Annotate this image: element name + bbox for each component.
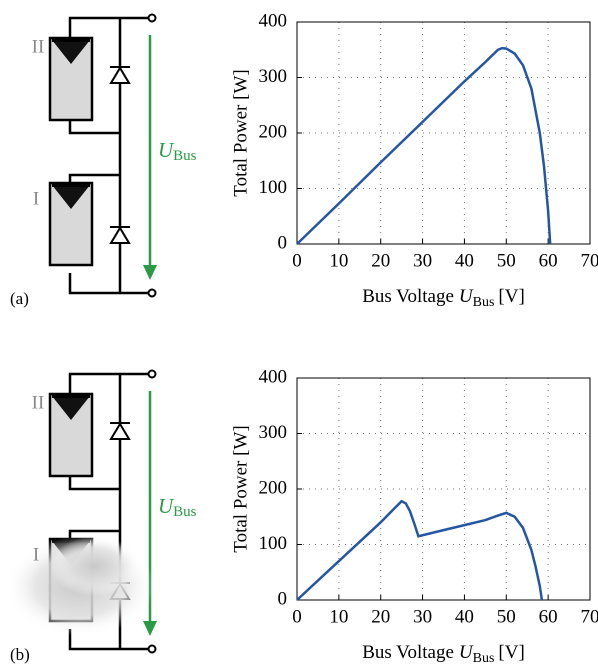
x-tick-label: 20 [371,606,390,627]
voltage-arrowhead [143,621,157,636]
terminal [147,644,157,654]
y-tick-label: 300 [259,422,288,443]
module-label: II [32,392,45,413]
x-label-text: Bus Voltage [362,286,454,307]
x-tick-label: 10 [329,250,348,271]
x-tick-label: 60 [539,606,558,627]
voltage-symbol: U [158,138,175,162]
plot-frame [296,21,591,245]
y-tick-label: 0 [278,588,288,609]
y-tick-label: 100 [259,533,288,554]
x-tick-label: 70 [581,250,598,271]
voltage-label: UBus [158,138,197,165]
x-tick-label: 60 [539,250,558,271]
x-axis-label: Bus Voltage UBus [V] [362,642,525,666]
bypass-diode [109,422,131,440]
x-tick-label: 70 [581,606,598,627]
wire [68,118,120,135]
y-tick-label: 400 [259,366,288,387]
x-tick-label: 10 [329,606,348,627]
x-label-unit: [V] [498,286,524,307]
wire [68,273,150,295]
module-label: II [32,36,45,57]
x-tick-label: 0 [292,606,302,627]
y-tick-label: 200 [259,477,288,498]
x-tick-label: 30 [413,606,432,627]
x-label-symbol: U [459,642,474,663]
panel-label: (a) [10,289,29,308]
x-tick-label: 40 [455,250,474,271]
y-tick-label: 300 [259,66,288,87]
x-label-text: Bus Voltage [362,642,454,663]
panel-label: (b) [10,645,30,664]
x-label-subscript: Bus [473,295,495,310]
y-tick-label: 200 [259,121,288,142]
y-tick-label: 400 [259,10,288,31]
voltage-subscript: Bus [173,504,197,520]
x-axis-label: Bus Voltage UBus [V] [362,286,525,310]
y-axis-label: Total Power [W] [230,69,251,196]
power-curve [296,499,544,601]
module-label: I [33,188,39,209]
bypass-diode [109,226,131,244]
voltage-arrowhead [143,265,157,280]
wire [68,16,150,38]
x-label-unit: [V] [498,642,524,663]
module-cell-symbol [52,396,90,420]
module-cell-symbol [52,40,90,64]
wire [68,372,150,394]
x-label-subscript: Bus [473,651,495,666]
solar-module [48,181,94,267]
voltage-symbol: U [158,494,175,518]
x-tick-label: 50 [497,250,516,271]
y-tick-label: 0 [278,232,288,253]
bypass-diode [109,66,131,84]
x-tick-label: 40 [455,606,474,627]
x-label-symbol: U [459,286,474,307]
voltage-label: UBus [158,494,197,521]
y-axis-label: Total Power [W] [230,425,251,552]
x-tick-label: 20 [371,250,390,271]
x-tick-label: 30 [413,250,432,271]
terminal [147,288,157,298]
wire [68,629,150,651]
terminal [147,13,157,23]
plot-frame [296,377,591,601]
wire [68,173,120,183]
wire [68,529,120,539]
power-curve [296,46,552,245]
module-cell-symbol [52,185,90,209]
x-tick-label: 50 [497,606,516,627]
y-tick-label: 100 [259,177,288,198]
voltage-subscript: Bus [173,148,197,164]
cloud [50,536,140,596]
module-label: I [33,544,39,565]
terminal [147,369,157,379]
wire [68,474,120,491]
x-tick-label: 0 [292,250,302,271]
